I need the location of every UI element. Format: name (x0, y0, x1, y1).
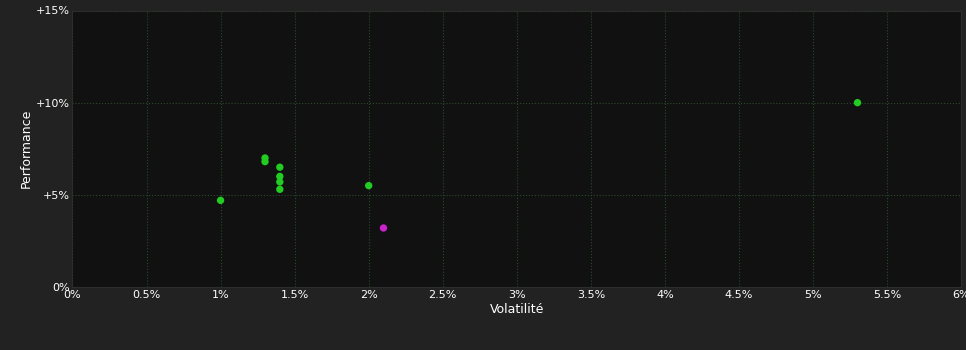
Point (376, 225, 391, 231)
Point (272, 179, 288, 185)
X-axis label: Volatilité: Volatilité (490, 302, 544, 316)
Y-axis label: Performance: Performance (20, 109, 33, 188)
Point (272, 164, 288, 170)
Point (257, 159, 272, 164)
Point (361, 183, 377, 188)
Point (272, 187, 288, 192)
Point (272, 174, 288, 179)
Point (213, 197, 228, 203)
Point (850, 100, 866, 105)
Point (257, 155, 272, 161)
